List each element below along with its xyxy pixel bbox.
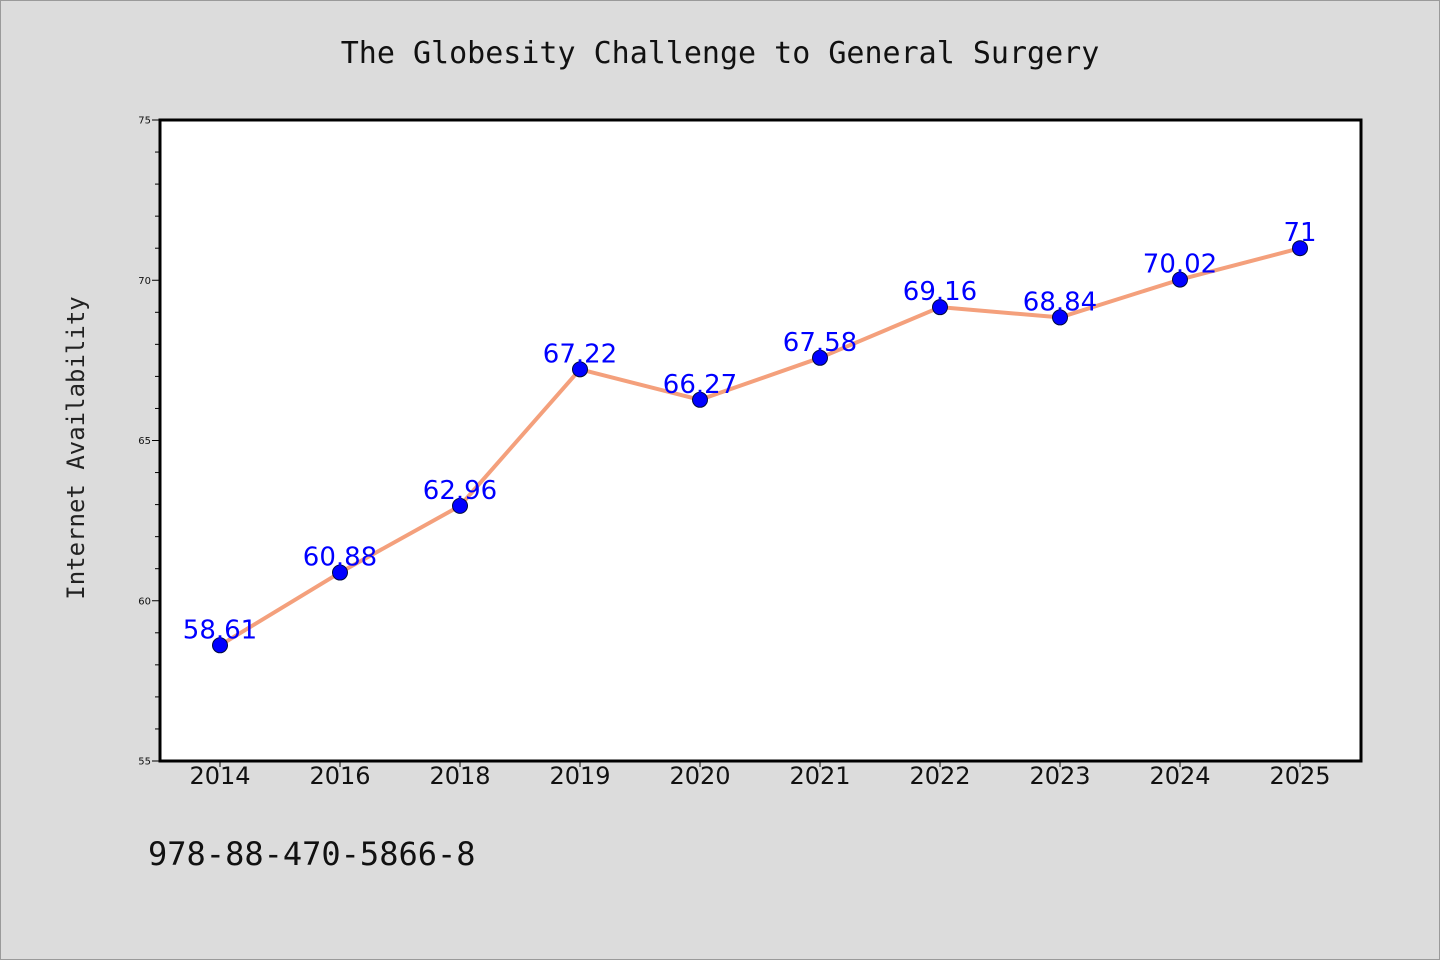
x-tick-label: 2020 bbox=[669, 762, 730, 790]
x-tick-label: 2022 bbox=[909, 762, 970, 790]
y-tick-label: 70 bbox=[138, 276, 151, 287]
data-label: 71 bbox=[1283, 218, 1316, 248]
y-tick-label: 65 bbox=[138, 436, 151, 447]
data-point bbox=[332, 564, 348, 581]
data-point bbox=[572, 361, 588, 378]
x-tick-label: 2023 bbox=[1029, 762, 1090, 790]
x-tick-label: 2014 bbox=[189, 762, 250, 790]
data-point bbox=[692, 391, 708, 408]
y-axis-label: Internet Availability bbox=[62, 296, 90, 599]
y-tick-label: 75 bbox=[138, 116, 151, 127]
data-point bbox=[452, 497, 468, 514]
data-label: 69.16 bbox=[903, 277, 977, 307]
x-tick-label: 2016 bbox=[309, 762, 370, 790]
data-label: 62.96 bbox=[423, 476, 497, 506]
data-label: 70.02 bbox=[1143, 250, 1217, 280]
data-label: 58.61 bbox=[183, 615, 257, 645]
data-point bbox=[212, 637, 228, 654]
footer-isbn: 978-88-470-5866-8 bbox=[148, 835, 476, 873]
x-tick-label: 2025 bbox=[1269, 762, 1330, 790]
data-point bbox=[1292, 240, 1308, 257]
y-tick-label: 55 bbox=[138, 757, 151, 768]
data-point bbox=[1172, 271, 1188, 288]
plot-area bbox=[160, 120, 1361, 761]
x-tick-label: 2021 bbox=[789, 762, 850, 790]
plot-border bbox=[158, 118, 1363, 763]
x-tick-label: 2024 bbox=[1149, 762, 1210, 790]
data-label: 60.88 bbox=[303, 543, 377, 573]
data-label: 66.27 bbox=[663, 370, 737, 400]
data-label: 67.58 bbox=[783, 328, 857, 358]
data-label: 67.22 bbox=[543, 339, 617, 369]
x-tick-label: 2019 bbox=[549, 762, 610, 790]
data-point bbox=[1052, 309, 1068, 326]
data-point bbox=[932, 299, 948, 316]
y-tick-label: 60 bbox=[138, 596, 151, 607]
chart-title: The Globesity Challenge to General Surge… bbox=[341, 36, 1100, 71]
x-tick-label: 2018 bbox=[429, 762, 490, 790]
series-line bbox=[218, 246, 1302, 648]
data-label: 68.84 bbox=[1023, 287, 1097, 317]
data-point bbox=[812, 349, 828, 366]
